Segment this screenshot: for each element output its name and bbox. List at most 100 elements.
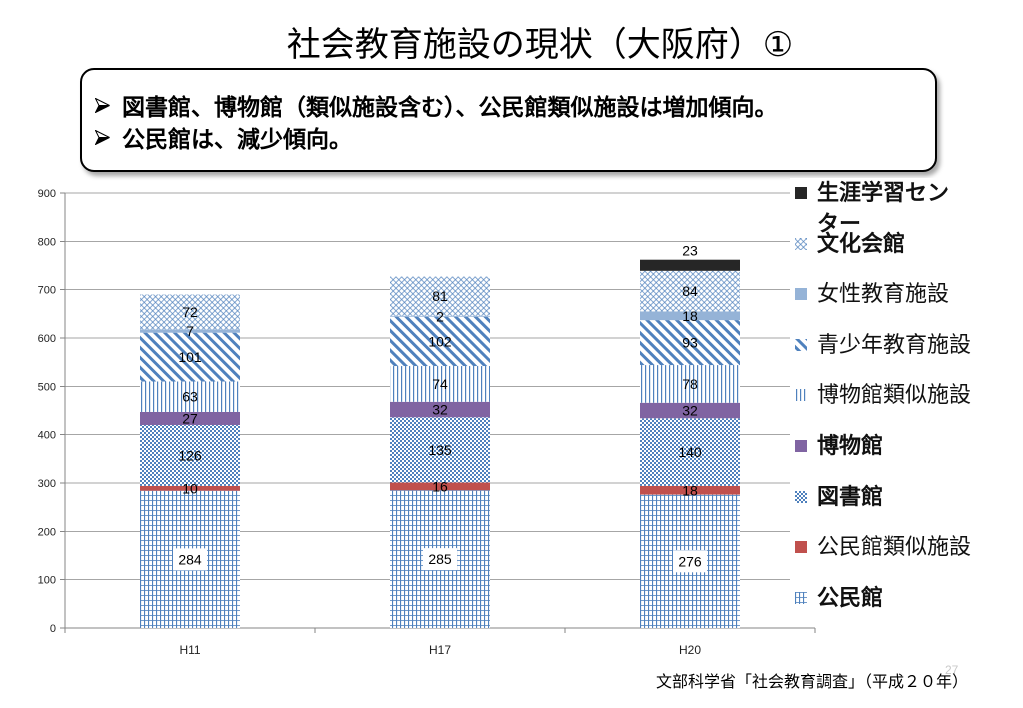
data-label-museum-similar: 63 <box>182 389 198 405</box>
bar-segment-youth-education <box>390 316 490 367</box>
legend-swatch-fill <box>795 187 807 199</box>
source-citation: 文部科学省「社会教育調査」（平成２０年） <box>655 672 968 691</box>
bar-segment-cultural-hall <box>390 276 490 316</box>
data-label-museum: 27 <box>182 410 198 426</box>
y-tick-label: 600 <box>38 333 56 345</box>
legend-swatch-fill <box>795 490 807 503</box>
bar-segment-museum-similar <box>640 365 740 403</box>
legend-swatch <box>795 288 807 301</box>
legend-swatch <box>795 541 807 554</box>
bar-segment-library <box>640 418 740 486</box>
y-tick-label: 300 <box>38 478 56 490</box>
x-category-label: H20 <box>679 643 701 657</box>
legend-swatch <box>795 490 807 503</box>
bar-segment-museum-similar <box>390 366 490 402</box>
legend-label: 図書館 <box>817 484 884 510</box>
legend-swatch-fill <box>795 541 807 554</box>
data-label-museum: 32 <box>432 402 448 418</box>
legend-label: 博物館類似施設 <box>817 383 972 409</box>
bar-segment-lifelong-learning-center <box>640 259 740 271</box>
data-label-women-education: 7 <box>186 323 194 339</box>
legend-label: 公民館類似施設 <box>817 535 972 561</box>
data-label-library: 140 <box>678 444 702 460</box>
data-label-library: 126 <box>178 447 202 463</box>
y-tick-label: 100 <box>38 575 56 587</box>
legend-swatch-fill <box>795 237 807 250</box>
legend-item-women-education: 女性教育施設 <box>795 279 995 330</box>
legend-swatch-fill <box>795 439 807 452</box>
legend-swatch-fill <box>795 288 807 301</box>
data-label-kominkan-similar: 16 <box>432 478 448 494</box>
y-tick-label: 400 <box>38 430 56 442</box>
legend-swatch <box>795 591 807 604</box>
data-label-lifelong-learning-center: 23 <box>682 243 698 259</box>
y-tick-label: 0 <box>50 623 56 635</box>
summary-bullet: 公民館は、減少傾向。 <box>95 121 778 153</box>
bar-segment-women-education <box>140 329 240 333</box>
legend-item-cultural-hall: 文化会館 <box>795 229 995 280</box>
legend-item-library: 図書館 <box>795 482 995 533</box>
data-label-kominkan-similar: 18 <box>682 482 698 498</box>
summary-bullet: 図書館、博物館（類似施設含む）、公民館類似施設は増加傾向。 <box>95 89 778 121</box>
x-category-label: H17 <box>429 643 451 657</box>
bar-segment-kominkan-similar <box>640 485 740 495</box>
arrow-bullet-icon <box>95 129 122 145</box>
bar-segment-youth-education <box>640 320 740 366</box>
data-label-background <box>673 550 707 573</box>
legend-label: 文化会館 <box>817 231 906 257</box>
legend-swatch-fill <box>795 338 807 351</box>
data-label-youth-education: 93 <box>682 335 698 351</box>
y-tick-label: 800 <box>38 236 56 248</box>
arrow-bullet-icon <box>95 97 122 113</box>
legend-swatch <box>795 338 807 351</box>
legend-label: 生涯学習センター <box>817 181 950 237</box>
data-label-kominkan: 276 <box>678 553 702 569</box>
legend-item-youth-education: 青少年教育施設 <box>795 330 995 381</box>
bar-segment-kominkan-similar <box>140 485 240 491</box>
data-label-women-education: 18 <box>682 308 698 324</box>
bar-segment-youth-education <box>140 332 240 382</box>
legend-label: 公民館 <box>817 585 884 611</box>
legend-swatch-fill <box>795 591 807 604</box>
data-label-background <box>423 548 457 571</box>
data-label-museum-similar: 74 <box>432 376 448 392</box>
data-label-kominkan: 285 <box>428 551 452 567</box>
data-label-kominkan: 284 <box>178 551 202 567</box>
data-label-museum-similar: 78 <box>682 376 698 392</box>
bar-segment-cultural-hall <box>640 270 740 312</box>
data-label-cultural-hall: 81 <box>432 288 448 304</box>
bar-segment-kominkan-similar <box>390 482 490 491</box>
legend-swatch <box>795 237 807 250</box>
y-tick-label: 200 <box>38 526 56 538</box>
bar-segment-museum-similar <box>140 381 240 412</box>
legend-swatch <box>795 187 807 199</box>
legend-swatch <box>795 439 807 452</box>
summary-box: 図書館、博物館（類似施設含む）、公民館類似施設は増加傾向。 公民館は、減少傾向。 <box>80 68 937 172</box>
data-label-kominkan-similar: 10 <box>182 480 198 496</box>
axes: 0 100 200 300 400 500 600 700 800 900 H11 H17 H20 <box>38 188 816 657</box>
bar-segment-women-education <box>640 311 740 321</box>
legend-label: 女性教育施設 <box>817 282 950 308</box>
x-category-label: H11 <box>179 643 200 657</box>
legend-label: 青少年教育施設 <box>817 332 972 358</box>
legend-item-kominkan: 公民館 <box>795 583 995 634</box>
bar-segment-museum <box>640 402 740 419</box>
bar-segment-library <box>140 425 240 486</box>
data-label-library: 135 <box>428 442 452 458</box>
data-label-youth-education: 101 <box>178 349 202 365</box>
legend-item-museum: 博物館 <box>795 431 995 482</box>
slide-title: 社会教育施設の現状（大阪府）① <box>286 25 794 65</box>
y-tick-label: 700 <box>38 285 56 297</box>
y-tick-label: 900 <box>38 188 56 200</box>
data-label-cultural-hall: 72 <box>182 304 198 320</box>
legend-item-lifelong-learning-center: 生涯学習センター <box>795 178 995 237</box>
bar-segment-cultural-hall <box>140 294 240 330</box>
bar-stack-H20 <box>640 259 740 628</box>
bar-segment-library <box>390 417 490 483</box>
y-tick-label: 500 <box>38 381 56 393</box>
data-labels: 284 10 126 27 63 101 7 72 285 16 135 32 74 102 2 81 276 1… <box>173 243 707 573</box>
legend-swatch <box>795 389 807 402</box>
bar-segment-museum <box>140 411 240 425</box>
data-label-background <box>173 548 207 571</box>
data-label-youth-education: 102 <box>428 333 452 349</box>
